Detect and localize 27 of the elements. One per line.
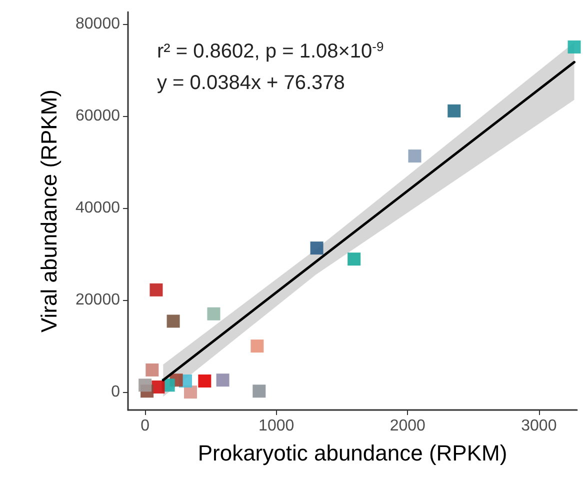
y-tick-label: 80000 xyxy=(76,15,120,32)
point xyxy=(310,242,324,255)
point xyxy=(252,384,266,398)
y-tick-label: 40000 xyxy=(76,200,120,217)
x-tick-label: 0 xyxy=(140,418,150,434)
point xyxy=(408,150,422,163)
x-tick-label: 1000 xyxy=(258,418,294,434)
point xyxy=(166,314,180,328)
point xyxy=(138,378,152,392)
point xyxy=(150,283,163,296)
point xyxy=(568,40,581,54)
point xyxy=(184,386,197,399)
annotation: y = 0.0384x + 76.378 xyxy=(157,72,345,94)
point xyxy=(216,374,230,387)
y-tick-label: 20000 xyxy=(76,292,120,309)
point xyxy=(250,340,264,353)
x-tick-label: 3000 xyxy=(521,418,557,434)
x-axis-title: Prokaryotic abundance (RPKM) xyxy=(198,440,508,466)
point xyxy=(146,363,159,376)
point xyxy=(198,374,212,388)
y-axis-title: Viral abundance (RPKM) xyxy=(36,90,62,332)
y-tick-label: 60000 xyxy=(76,107,120,124)
point xyxy=(207,307,220,320)
point xyxy=(348,252,361,266)
y-tick-label: 0 xyxy=(111,384,120,401)
x-tick-label: 2000 xyxy=(390,418,426,434)
point xyxy=(448,104,461,118)
